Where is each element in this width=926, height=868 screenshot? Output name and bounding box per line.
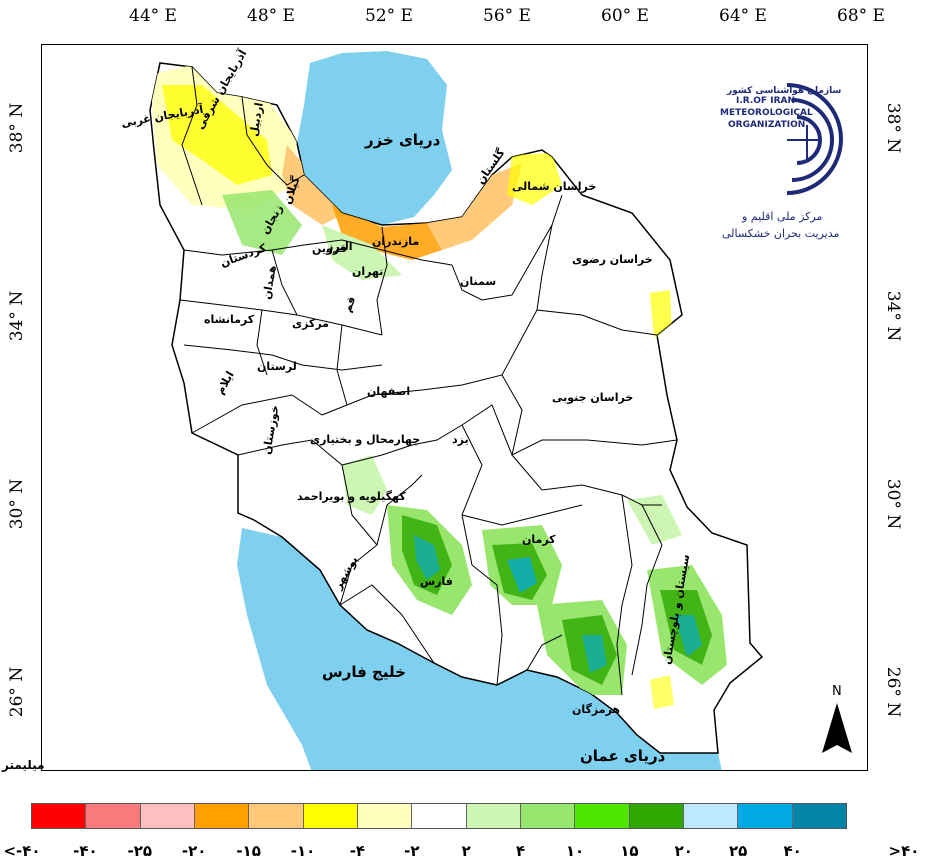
- legend-label: -۲۰: [181, 842, 207, 860]
- longitude-tick: 68° E: [837, 6, 885, 26]
- legend-swatch: [86, 804, 141, 828]
- map-frame: دریای خزر خلیج فارس دریای عمان آذربایجان…: [41, 44, 868, 771]
- unit-label: میلیمتر: [2, 758, 45, 772]
- north-arrow-label: N: [832, 684, 842, 699]
- province-label: سمنان: [460, 275, 496, 288]
- province-label: مرکزی: [292, 317, 329, 330]
- legend-label: ۴۰: [783, 842, 802, 860]
- province-label: هرمزگان: [572, 703, 620, 716]
- legend-color-bar: [31, 803, 847, 829]
- caspian-sea-label: دریای خزر: [364, 131, 441, 149]
- longitude-tick: 56° E: [483, 6, 531, 26]
- province-label: قزوین: [312, 242, 347, 255]
- legend-swatch: [629, 804, 684, 828]
- latitude-tick-right: 30° N: [883, 478, 904, 530]
- legend-swatch: [575, 804, 630, 828]
- north-arrow: N: [822, 684, 852, 753]
- province-label: قم: [341, 295, 359, 314]
- logo-org-en-2: METEOROLOGICAL: [720, 108, 813, 118]
- legend-label: ۱۵: [620, 842, 639, 860]
- province-label: کهگیلویه و بویراحمد: [297, 490, 406, 503]
- legend-label: -۱۰: [290, 842, 316, 860]
- latitude-tick-left: 26° N: [7, 666, 28, 718]
- logo-org-fa: سازمان هواشناسی کشور: [726, 86, 842, 96]
- latitude-tick-left: 30° N: [7, 478, 28, 530]
- legend-label: ۲۵: [729, 842, 748, 860]
- legend-label: -۴: [349, 842, 366, 860]
- logo-org-en-1: I.R.OF IRAN: [736, 96, 795, 106]
- legend-label: <-۴۰: [3, 842, 41, 860]
- legend-swatch: [792, 804, 846, 828]
- longitude-tick: 52° E: [365, 6, 413, 26]
- legend-swatch: [683, 804, 739, 828]
- province-label: لرستان: [257, 360, 297, 373]
- province-label: چهارمحال و بختیاری: [310, 433, 420, 446]
- anomaly-patches: [150, 65, 727, 709]
- logo-center-2: مدیریت بحران خشکسالی: [722, 227, 839, 240]
- legend-swatch: [520, 804, 576, 828]
- longitude-tick: 60° E: [601, 6, 649, 26]
- province-label: کرمان: [522, 533, 556, 546]
- province-label: کرمانشاه: [204, 313, 255, 326]
- imo-logo-icon: [786, 83, 843, 195]
- legend-label: ۲: [461, 842, 471, 860]
- latitude-tick-right: 34° N: [883, 290, 904, 342]
- legend-swatch: [194, 804, 250, 828]
- province-label: مازندران: [372, 235, 419, 248]
- province-label: یزد: [452, 433, 469, 446]
- legend-swatch: [738, 804, 793, 828]
- legend-label: ۱۰: [565, 842, 585, 860]
- latitude-tick-right: 38° N: [883, 102, 904, 154]
- latitude-tick-left: 38° N: [7, 102, 28, 154]
- persian-gulf: [237, 528, 722, 770]
- province-label: اصفهان: [367, 385, 410, 398]
- legend-label: ۴: [516, 842, 526, 860]
- oman-sea-label: دریای عمان: [580, 747, 666, 765]
- province-label: همدان: [260, 264, 279, 300]
- legend-swatch: [303, 804, 358, 828]
- province-label: تهران: [352, 265, 383, 278]
- legend-label: -۲۵: [127, 842, 153, 860]
- legend-swatch: [32, 804, 87, 828]
- latitude-tick-left: 34° N: [7, 290, 28, 342]
- longitude-tick: 44° E: [129, 6, 177, 26]
- legend-swatch: [466, 804, 521, 828]
- province-borders: [179, 66, 678, 696]
- legend-swatch: [140, 804, 195, 828]
- longitude-tick: 64° E: [719, 6, 767, 26]
- north-arrow-icon: [822, 703, 852, 753]
- legend-swatch: [249, 804, 304, 828]
- imo-logo: سازمان هواشناسی کشور I.R.OF IRAN METEORO…: [720, 83, 843, 240]
- legend-labels: <-۴۰ -۴۰ -۲۵ -۲۰ -۱۵ -۱۰ -۴ -۲ ۲ ۴ ۱۰ ۱۵ ۲۰ ۲۵ ۴۰ >۴۰: [0, 842, 926, 866]
- legend-label: ۲۰: [674, 842, 693, 860]
- persian-gulf-label: خلیج فارس: [322, 663, 406, 681]
- province-label: خراسان رضوی: [572, 253, 653, 266]
- iran-anomaly-map: دریای خزر خلیج فارس دریای عمان آذربایجان…: [120, 47, 852, 770]
- legend-label: -۱۵: [236, 842, 261, 860]
- province-label: فارس: [420, 575, 453, 588]
- legend-label: -۴۰: [73, 842, 98, 860]
- province-label: البرز: [326, 240, 353, 253]
- legend-swatch: [412, 804, 467, 828]
- legend-swatch: [357, 804, 413, 828]
- latitude-tick-right: 26° N: [883, 666, 904, 718]
- province-label: خراسان جنوبی: [552, 391, 633, 404]
- logo-org-en-3: ORGANIZATION: [728, 120, 805, 130]
- iran-land: [149, 62, 764, 754]
- legend-label: -۲: [404, 842, 420, 860]
- legend-label: >۴۰: [888, 842, 920, 860]
- longitude-tick: 48° E: [247, 6, 295, 26]
- caspian-sea: [297, 51, 452, 225]
- province-label: اردبیل: [247, 102, 266, 138]
- logo-center-1: مرکز ملی اقلیم و: [741, 210, 822, 223]
- province-label: خراسان شمالی: [512, 180, 596, 193]
